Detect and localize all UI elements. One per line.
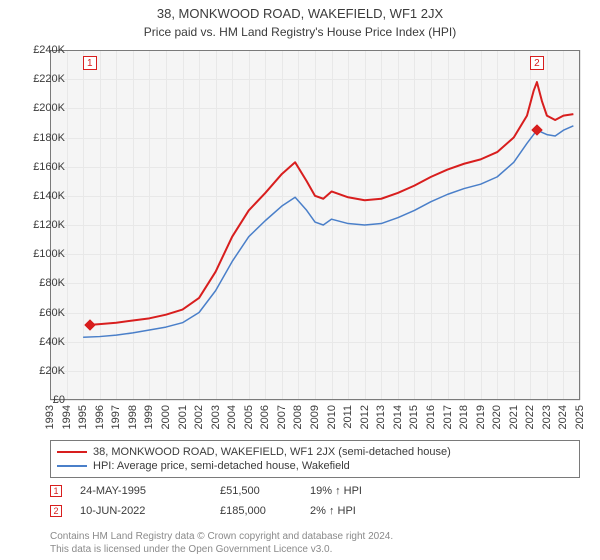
y-axis-label: £160K [20,161,65,173]
legend-item: 38, MONKWOOD ROAD, WAKEFIELD, WF1 2JX (s… [57,445,573,459]
x-axis-label: 2014 [392,405,404,429]
transaction-date: 24-MAY-1995 [80,485,220,497]
y-axis-label: £80K [20,277,65,289]
x-axis-label: 2011 [342,405,354,429]
x-axis-label: 2004 [226,405,238,429]
x-axis-label: 2023 [541,405,553,429]
x-axis-label: 2006 [259,405,271,429]
x-axis-label: 2013 [375,405,387,429]
line-series-svg [50,50,580,400]
x-axis-label: 1996 [94,405,106,429]
legend-swatch-icon [57,451,87,453]
footer-line-2: This data is licensed under the Open Gov… [50,544,580,557]
footer-attribution: Contains HM Land Registry data © Crown c… [50,531,580,556]
x-axis-label: 2008 [292,405,304,429]
transaction-num-icon: 2 [50,505,62,517]
y-axis-label: £220K [20,73,65,85]
series-line [83,126,573,337]
x-axis-label: 2019 [475,405,487,429]
y-axis-label: £180K [20,132,65,144]
x-axis-label: 2012 [359,405,371,429]
transaction-marker-label: 1 [83,56,97,70]
x-axis-label: 2009 [309,405,321,429]
x-axis-label: 2017 [442,405,454,429]
x-axis-label: 2018 [458,405,470,429]
plot-area: 12 [50,50,580,400]
legend-text: 38, MONKWOOD ROAD, WAKEFIELD, WF1 2JX (s… [93,446,451,458]
transaction-vs-hpi: 19% ↑ HPI [310,485,450,497]
y-axis-label: £100K [20,248,65,260]
series-line [90,82,574,325]
x-axis-label: 2025 [574,405,586,429]
y-axis-label: £20K [20,365,65,377]
y-axis-label: £120K [20,219,65,231]
x-axis-label: 1995 [77,405,89,429]
x-axis-label: 2001 [177,405,189,429]
x-axis-label: 1998 [127,405,139,429]
page-subtitle: Price paid vs. HM Land Registry's House … [0,21,600,39]
x-axis-label: 2002 [193,405,205,429]
page-title: 38, MONKWOOD ROAD, WAKEFIELD, WF1 2JX [0,0,600,21]
transaction-vs-hpi: 2% ↑ HPI [310,505,450,517]
x-axis-label: 2021 [508,405,520,429]
y-axis-label: £240K [20,44,65,56]
y-axis-label: £40K [20,336,65,348]
chart-container: 38, MONKWOOD ROAD, WAKEFIELD, WF1 2JX Pr… [0,0,600,560]
x-axis-label: 2010 [326,405,338,429]
x-axis-label: 2024 [557,405,569,429]
transaction-row: 1 24-MAY-1995£51,50019% ↑ HPI [50,485,580,497]
legend: 38, MONKWOOD ROAD, WAKEFIELD, WF1 2JX (s… [50,440,580,478]
x-axis-label: 2022 [524,405,536,429]
x-axis-label: 2015 [408,405,420,429]
y-axis-label: £0 [20,394,65,406]
transaction-num-icon: 1 [50,485,62,497]
footer-line-1: Contains HM Land Registry data © Crown c… [50,531,580,544]
x-axis-label: 1997 [110,405,122,429]
x-axis-label: 2005 [243,405,255,429]
x-axis-label: 1993 [44,405,56,429]
x-axis-label: 2016 [425,405,437,429]
transaction-price: £185,000 [220,505,310,517]
x-axis-label: 2003 [210,405,222,429]
y-axis-label: £140K [20,190,65,202]
legend-swatch-icon [57,465,87,467]
legend-item: HPI: Average price, semi-detached house,… [57,459,573,473]
gridline-h [50,400,580,401]
x-axis-label: 1999 [143,405,155,429]
x-axis-label: 2007 [276,405,288,429]
transaction-row: 2 10-JUN-2022£185,0002% ↑ HPI [50,505,580,517]
x-axis-label: 2020 [491,405,503,429]
legend-text: HPI: Average price, semi-detached house,… [93,460,350,472]
y-axis-label: £200K [20,102,65,114]
transaction-price: £51,500 [220,485,310,497]
gridline-v [580,50,581,400]
y-axis-label: £60K [20,307,65,319]
transaction-date: 10-JUN-2022 [80,505,220,517]
transaction-marker-label: 2 [530,56,544,70]
x-axis-label: 2000 [160,405,172,429]
x-axis-label: 1994 [61,405,73,429]
